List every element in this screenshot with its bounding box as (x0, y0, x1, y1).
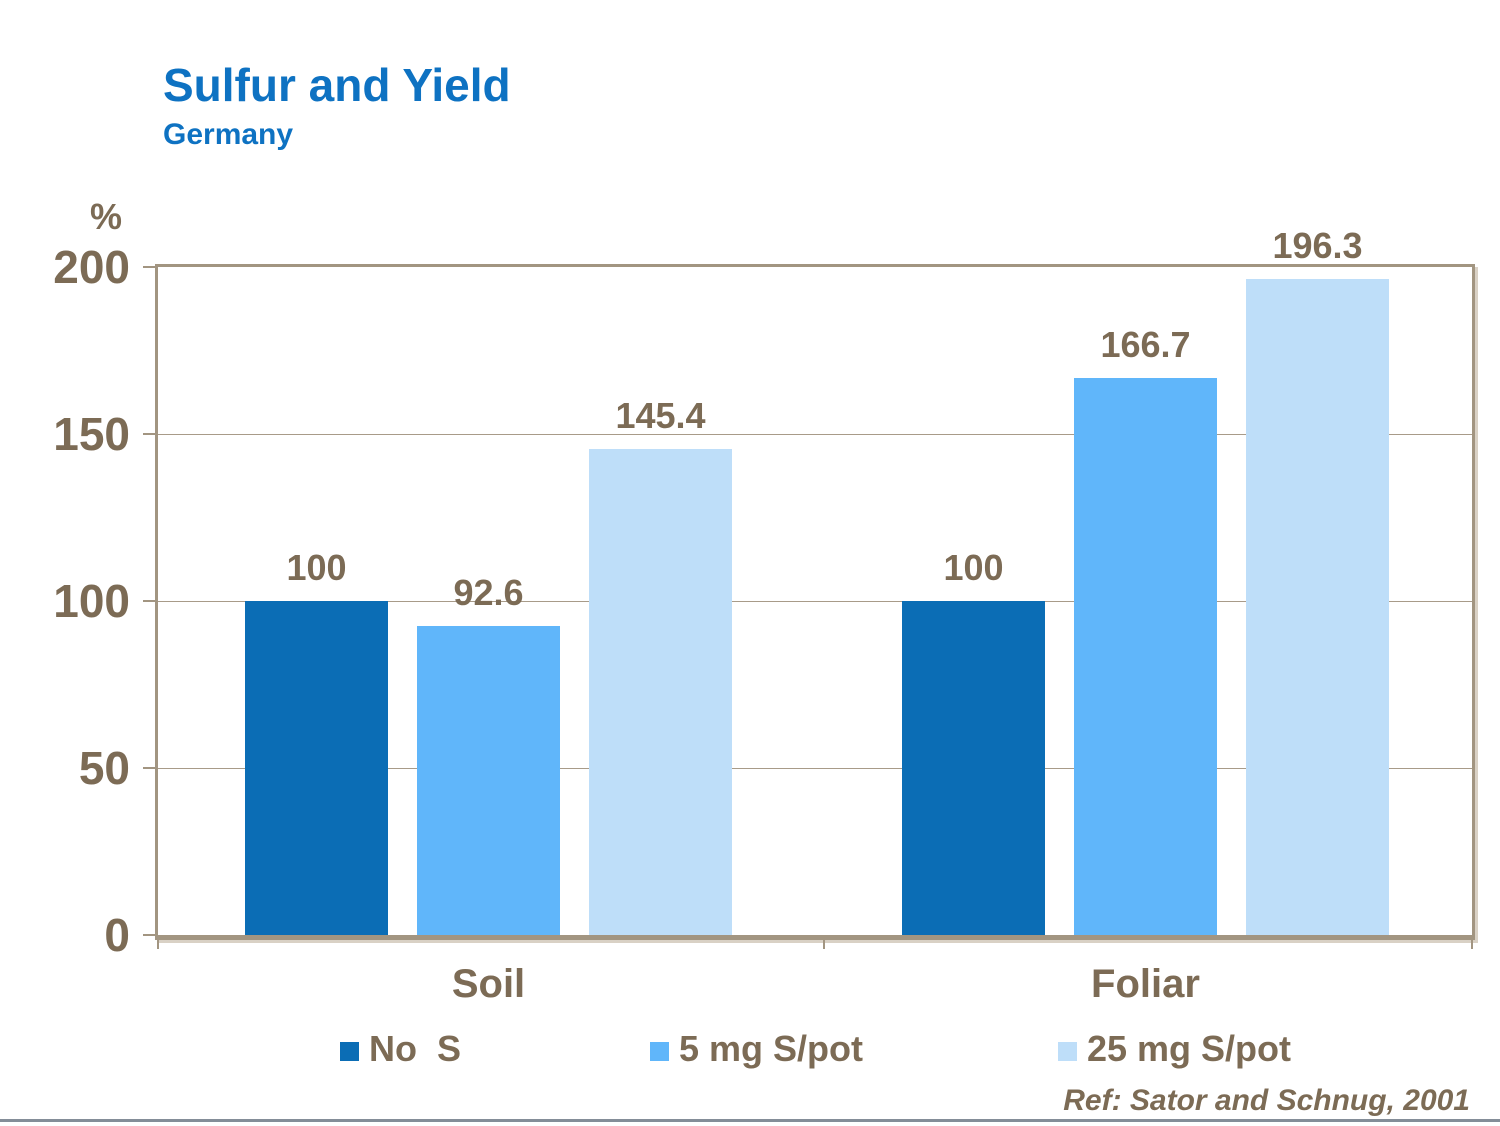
plot-area: 100 92.6 145.4 100 166.7 196.3 (158, 225, 1472, 935)
chart-subtitle: Germany (163, 118, 294, 151)
legend-label: 5 mg S/pot (679, 1028, 864, 1069)
legend-swatch-icon (1058, 1041, 1077, 1061)
bar-value-label: 145.4 (615, 395, 706, 437)
y-tick-label-100: 100 (53, 575, 130, 627)
y-tick-label-0: 0 (104, 909, 130, 961)
y-axis-unit-label: % (89, 196, 122, 237)
x-tick-mark-2 (1471, 937, 1473, 949)
y-tick-label-50: 50 (78, 742, 130, 794)
bar-value-label: 92.6 (453, 571, 524, 613)
bar-soil-series2 (417, 625, 560, 935)
bar-foliar-series3 (1246, 279, 1389, 935)
y-tick-label-200: 200 (53, 241, 130, 293)
gridline-150 (158, 434, 1472, 435)
y-tick-mark-150 (143, 433, 158, 435)
y-tick-mark-200 (143, 266, 158, 268)
gridline-50 (158, 768, 1472, 769)
bar-foliar-series2 (1074, 378, 1217, 935)
y-tick-mark-0 (143, 934, 158, 936)
bar-value-label: 100 (286, 547, 347, 588)
bar-value-label: 196.3 (1272, 225, 1363, 267)
legend-swatch-icon (340, 1041, 359, 1061)
bar-value-label: 100 (943, 547, 1004, 588)
x-tick-mark-1 (823, 937, 825, 949)
bar-soil-series1 (245, 601, 388, 935)
chart-title: Sulfur and Yield (163, 59, 511, 111)
gridline-100 (158, 601, 1472, 602)
legend-label: No S (369, 1028, 462, 1069)
x-tick-mark-0 (157, 937, 159, 949)
y-tick-label-150: 150 (53, 408, 130, 460)
category-label-soil: Soil (451, 962, 526, 1006)
reference-text: Ref: Sator and Schnug, 2001 (1063, 1084, 1470, 1117)
category-label-foliar: Foliar (1091, 962, 1200, 1006)
bottom-rule (0, 1119, 1500, 1122)
bar-soil-series3 (589, 449, 732, 935)
legend-item-1: No S (340, 1028, 461, 1070)
legend-item-2: 5 mg S/pot (650, 1028, 863, 1070)
legend-swatch-icon (650, 1041, 669, 1061)
y-tick-mark-50 (143, 767, 158, 769)
bar-value-label: 166.7 (1100, 324, 1191, 366)
legend-item-3: 25 mg S/pot (1058, 1028, 1291, 1070)
legend-label: 25 mg S/pot (1087, 1028, 1292, 1069)
bar-foliar-series1 (902, 601, 1045, 935)
y-tick-mark-100 (143, 600, 158, 602)
